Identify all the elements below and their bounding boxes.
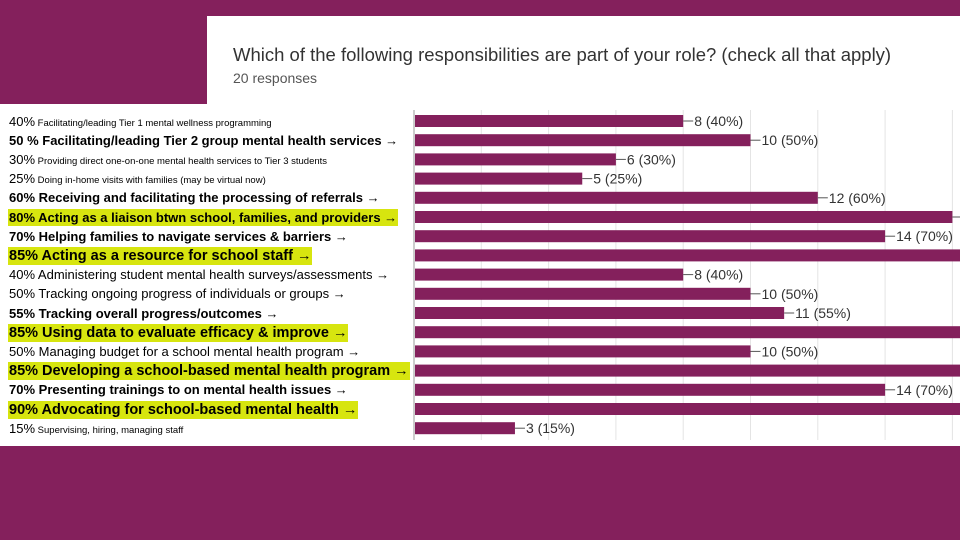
annotation-percent: 40% [9,267,36,283]
annotation-label: 15% Supervising, hiring, managing staff [8,420,184,439]
annotation-text: Administering student mental health surv… [35,267,390,283]
annotation-label: 85% Using data to evaluate efficacy & im… [8,323,349,342]
annotation-label: 30% Providing direct one-on-one mental h… [8,151,328,170]
header-panel [207,16,960,116]
annotation-percent: 15% [9,420,36,436]
annotation-label: 40% Facilitating/leading Tier 1 mental w… [8,113,273,132]
annotation-percent: 70% [9,228,36,244]
annotation-text: Presenting trainings to on mental health… [35,382,348,398]
annotation-text: Using data to evaluate efficacy & improv… [38,324,348,341]
annotation-text: Receiving and facilitating the processin… [35,190,380,206]
annotation-percent: 50 % [9,132,39,148]
annotation-text: Facilitating/leading Tier 2 group mental… [38,132,399,148]
annotation-text: Acting as a liaison btwn school, familie… [35,209,398,225]
annotation-label: 90% Advocating for school-based mental h… [8,400,359,419]
annotation-text: Providing direct one-on-one mental healt… [35,155,328,167]
annotation-label: 70% Presenting trainings to on mental he… [8,381,349,398]
question-title: Which of the following responsibilities … [233,44,892,65]
annotation-label: 55% Tracking overall progress/outcomes → [8,305,280,322]
annotation-percent: 85% [9,363,39,380]
annotation-percent: 40% [9,113,36,129]
annotation-text: Acting as a resource for school staff → [38,247,312,264]
annotation-text: Developing a school-based mental health … [38,363,409,380]
annotation-text: Helping families to navigate services & … [35,228,348,244]
annotation-label: 70% Helping families to navigate service… [8,228,349,245]
annotation-label: 50 % Facilitating/leading Tier 2 group m… [8,132,399,149]
annotation-text: Doing in-home visits with families (may … [35,175,266,187]
annotation-percent: 60% [9,190,36,206]
annotation-percent: 85% [9,324,39,341]
response-count: 20 responses [233,70,318,86]
annotation-text: Tracking ongoing progress of individuals… [35,286,346,302]
annotation-percent: 30% [9,151,36,167]
annotation-percent: 25% [9,171,36,187]
annotation-label: 50% Tracking ongoing progress of individ… [8,285,347,302]
annotation-label: 60% Receiving and facilitating the proce… [8,189,381,206]
annotation-label: 85% Acting as a resource for school staf… [8,246,313,265]
annotation-label: 40% Administering student mental health … [8,266,390,283]
annotation-percent: 90% [9,401,39,418]
annotation-text: Tracking overall progress/outcomes → [35,305,279,321]
annotation-label: 25% Doing in-home visits with families (… [8,170,267,189]
annotation-text: Managing budget for a school mental heal… [35,343,361,359]
annotation-percent: 85% [9,247,39,264]
annotation-percent: 80% [9,209,36,225]
annotation-percent: 70% [9,382,36,398]
annotation-text: Supervising, hiring, managing staff [35,424,184,436]
annotation-label: 80% Acting as a liaison btwn school, fam… [8,208,399,226]
annotation-percent: 50% [9,343,36,359]
annotation-percent: 55% [9,305,36,321]
annotation-text: Facilitating/leading Tier 1 mental welln… [35,117,272,129]
annotation-text: Advocating for school-based mental healt… [38,401,358,418]
annotation-label: 50% Managing budget for a school mental … [8,343,361,360]
annotation-percent: 50% [9,286,36,302]
annotation-label: 85% Developing a school-based mental hea… [8,362,410,381]
